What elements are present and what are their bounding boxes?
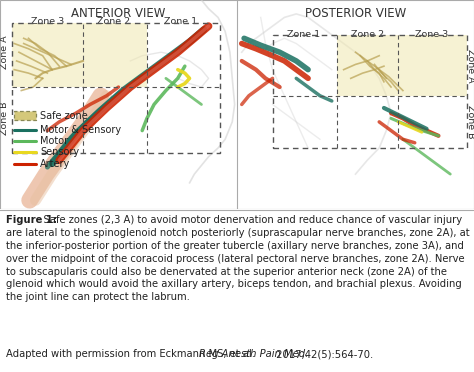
Text: Artery: Artery (40, 159, 71, 169)
Bar (14, 112, 36, 120)
Text: Zone 2: Zone 2 (351, 30, 384, 39)
Text: Figure 1:: Figure 1: (6, 215, 57, 225)
Text: Zone A: Zone A (466, 49, 474, 83)
Text: Zone A: Zone A (0, 35, 9, 69)
Text: Safe zones (2,3 A) to avoid motor denervation and reduce chance of vascular inju: Safe zones (2,3 A) to avoid motor denerv… (6, 215, 469, 302)
Text: Reg Anesth Pain Med.: Reg Anesth Pain Med. (199, 349, 308, 359)
Text: ANTERIOR VIEW: ANTERIOR VIEW (71, 7, 166, 20)
Text: Zone B: Zone B (0, 102, 9, 135)
Text: Zone 3: Zone 3 (415, 30, 448, 39)
Bar (12, 23, 147, 87)
Text: Adapted with permission from Eckmann MS, et al.: Adapted with permission from Eckmann MS,… (6, 349, 258, 359)
Text: Zone B: Zone B (466, 105, 474, 139)
Text: Zone 2: Zone 2 (97, 16, 130, 26)
Text: Motor: Motor (40, 136, 68, 146)
Text: Zone 3: Zone 3 (31, 16, 64, 26)
Text: Sensory: Sensory (40, 147, 80, 157)
Text: Safe zone: Safe zone (40, 111, 88, 121)
Text: Zone 1: Zone 1 (287, 30, 320, 39)
Text: 2017;42(5):564-70.: 2017;42(5):564-70. (273, 349, 374, 359)
Text: POSTERIOR VIEW: POSTERIOR VIEW (305, 7, 406, 20)
Bar (12, 23, 220, 153)
Bar (337, 35, 467, 96)
Text: Zone 1: Zone 1 (164, 16, 197, 26)
Bar (273, 35, 467, 148)
Text: Motor & Sensory: Motor & Sensory (40, 125, 121, 135)
